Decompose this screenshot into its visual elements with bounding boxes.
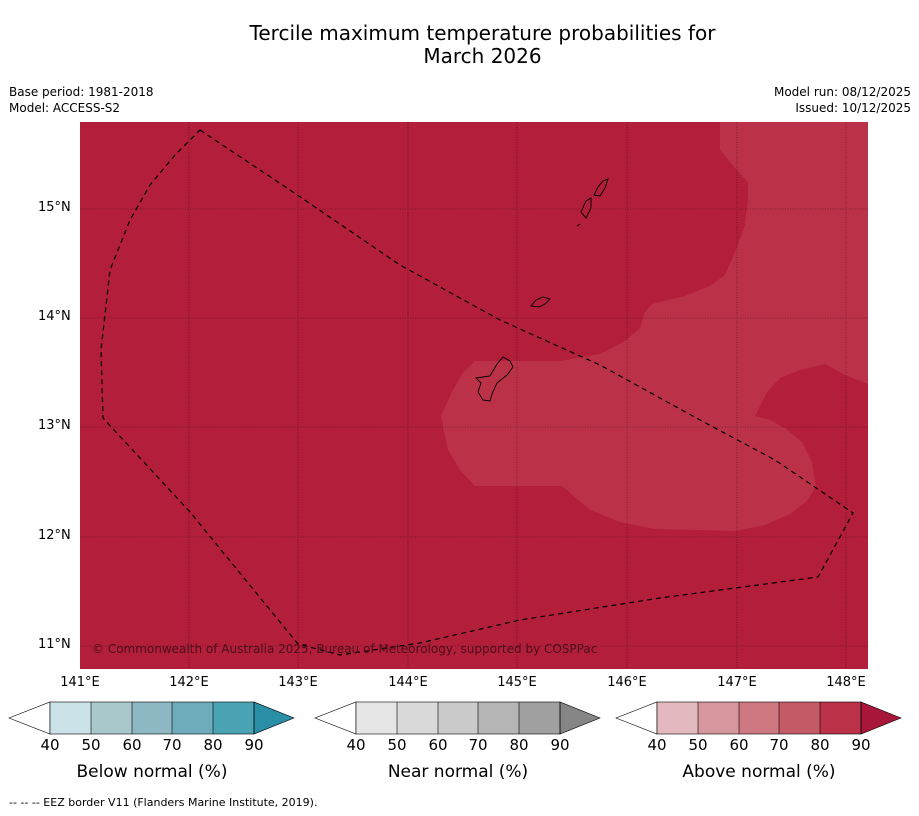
base-period: Base period: 1981-2018 xyxy=(9,85,154,99)
eez-footnote: -- -- -- EEZ border V11 (Flanders Marine… xyxy=(9,796,318,809)
island-rota xyxy=(530,296,551,308)
meta-left: Base period: 1981-2018 Model: ACCESS-S2 xyxy=(9,84,154,116)
colorbar-above-bin-5 xyxy=(820,702,861,734)
colorbar-near-bin-1 xyxy=(356,702,397,734)
lat-label: 15°N xyxy=(38,200,71,215)
lon-label: 147°E xyxy=(717,675,757,690)
colorbar-near-tick: 90 xyxy=(550,736,570,754)
lat-label: 13°N xyxy=(38,418,71,433)
lat-label: 11°N xyxy=(38,637,71,652)
colorbar-below-bin-3 xyxy=(132,702,172,734)
eez-border xyxy=(100,129,854,656)
colorbar-below-bin-1 xyxy=(50,702,91,734)
region-above-normal-70-80 xyxy=(441,122,868,531)
colorbar-below-tick: 40 xyxy=(40,736,60,754)
colorbar-below-bin-5 xyxy=(213,702,254,734)
gridlines xyxy=(80,122,868,669)
colorbar-near-label: Near normal (%) xyxy=(387,762,529,782)
colorbar-near-bin-3 xyxy=(438,702,478,734)
island-tinian xyxy=(580,197,592,219)
colorbar-above-bin-2 xyxy=(698,702,739,734)
islands xyxy=(475,178,609,402)
lat-label: 14°N xyxy=(38,309,71,324)
colorbar-above-lower-arrow xyxy=(615,701,658,735)
colorbar-above-normal xyxy=(615,701,902,735)
lon-label: 145°E xyxy=(497,675,537,690)
colorbar-near-bin-5 xyxy=(519,702,560,734)
meta-right: Model run: 08/12/2025 Issued: 10/12/2025 xyxy=(774,84,911,116)
model-run: Model run: 08/12/2025 xyxy=(773,85,911,99)
map-copyright: © Commonwealth of Australia 2025, Bureau… xyxy=(92,642,598,656)
figure-title: Tercile maximum temperature probabilitie… xyxy=(0,22,919,68)
colorbar-below-bin-2 xyxy=(91,702,132,734)
colorbar-above-bin-3 xyxy=(739,702,779,734)
island-saipan xyxy=(593,178,609,197)
colorbar-above-bin-1 xyxy=(657,702,698,734)
colorbar-near-lower-arrow xyxy=(314,701,357,735)
colorbar-near-tick: 50 xyxy=(387,736,407,754)
colorbar-below-tick: 80 xyxy=(203,736,223,754)
model-name: Model: ACCESS-S2 xyxy=(9,101,121,115)
island-aguijan xyxy=(576,223,581,227)
colorbar-near-tick: 80 xyxy=(509,736,529,754)
colorbar-below-tick: 60 xyxy=(122,736,142,754)
title-line-1: Tercile maximum temperature probabilitie… xyxy=(249,21,716,45)
colorbar-above-tick: 80 xyxy=(810,736,830,754)
colorbar-near-bin-4 xyxy=(478,702,519,734)
colorbar-below-label: Below normal (%) xyxy=(76,762,228,782)
colorbar-above-tick: 90 xyxy=(851,736,871,754)
colorbar-above-tick: 40 xyxy=(647,736,667,754)
colorbar-above-upper-arrow xyxy=(860,701,902,735)
colorbar-above-tick: 50 xyxy=(688,736,708,754)
colorbar-below-upper-arrow xyxy=(253,701,295,735)
colorbar-near-bin-2 xyxy=(397,702,438,734)
colorbar-below-normal xyxy=(8,701,295,735)
lon-label: 146°E xyxy=(607,675,647,690)
lon-label: 142°E xyxy=(169,675,209,690)
colorbar-near-tick: 60 xyxy=(428,736,448,754)
lat-label: 12°N xyxy=(38,528,71,543)
colorbar-above-tick: 60 xyxy=(729,736,749,754)
lon-label: 141°E xyxy=(60,675,100,690)
issued-date: Issued: 10/12/2025 xyxy=(795,101,911,115)
lon-label: 143°E xyxy=(278,675,318,690)
colorbar-near-tick: 70 xyxy=(468,736,488,754)
colorbar-below-bin-4 xyxy=(172,702,213,734)
colorbar-above-tick: 70 xyxy=(769,736,789,754)
colorbar-near-normal xyxy=(314,701,601,735)
colorbar-near-upper-arrow xyxy=(559,701,601,735)
island-guam xyxy=(475,356,514,402)
lon-label: 144°E xyxy=(388,675,428,690)
colorbar-below-tick: 70 xyxy=(162,736,182,754)
colorbar-below-lower-arrow xyxy=(8,701,51,735)
lon-label: 148°E xyxy=(826,675,866,690)
colorbar-near-tick: 40 xyxy=(346,736,366,754)
colorbar-above-label: Above normal (%) xyxy=(682,762,836,782)
colorbar-above-bin-4 xyxy=(779,702,820,734)
colorbar-below-tick: 90 xyxy=(244,736,264,754)
title-line-2: March 2026 xyxy=(423,44,542,68)
colorbar-below-tick: 50 xyxy=(81,736,101,754)
